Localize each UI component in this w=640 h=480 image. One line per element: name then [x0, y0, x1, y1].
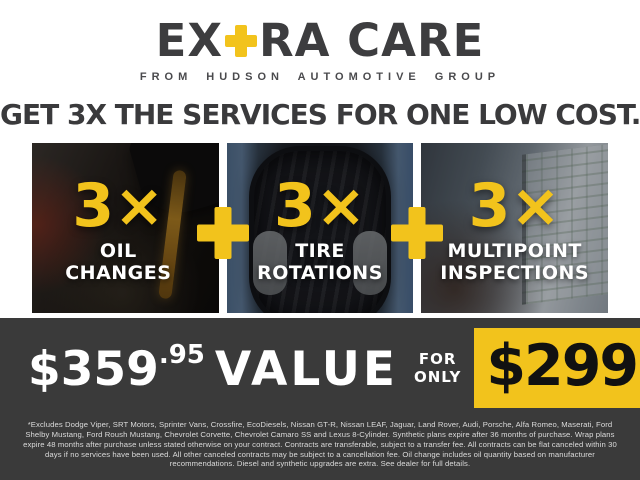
oil-change-photo	[32, 143, 219, 313]
service-panel-multipoint-inspections: 3× MULTIPOINT INSPECTIONS	[421, 143, 609, 313]
disclaimer-text: *Excludes Dodge Viper, SRT Motors, Sprin…	[23, 420, 617, 469]
service-label: MULTIPOINT INSPECTIONS	[440, 239, 590, 284]
brand-logo: EX RA CARE	[0, 18, 640, 63]
sale-price-box: $299! *	[474, 328, 640, 408]
photo-shade	[421, 143, 609, 313]
panel-content: 3× OIL CHANGES	[32, 143, 212, 313]
header: EX RA CARE FROM HUDSON AUTOMOTIVE GROUP G…	[0, 0, 640, 131]
panel-content: 3× TIRE ROTATIONS	[227, 143, 414, 313]
plus-icon	[391, 207, 443, 259]
service-label: OIL CHANGES	[65, 239, 172, 284]
for-only-text: FOR ONLY	[414, 350, 461, 386]
for-text: FOR	[418, 350, 457, 368]
value-price-cents: .95	[158, 339, 205, 370]
multipoint-inspection-photo	[421, 143, 609, 313]
price-row: $359.95 VALUE FOR ONLY $299! *	[0, 318, 640, 410]
tire-rotation-photo	[226, 143, 414, 313]
glove-graphic	[353, 231, 388, 295]
logo-text-prefix: EX	[155, 14, 224, 67]
panel-content: 3× MULTIPOINT INSPECTIONS	[421, 143, 608, 313]
only-text: ONLY	[413, 368, 462, 386]
plus-icon	[197, 207, 249, 259]
multiplier-text: 3×	[468, 170, 561, 241]
value-price-dollars: $359	[28, 341, 159, 397]
value-label: VALUE	[214, 341, 398, 397]
brand-tagline: FROM HUDSON AUTOMOTIVE GROUP	[139, 71, 501, 83]
service-panel-tire-rotations: 3× TIRE ROTATIONS	[226, 143, 414, 313]
value-price: $359.95 VALUE	[28, 340, 398, 397]
service-panels: 3× OIL CHANGES 3× TIRE ROTATIONS 3×	[32, 143, 609, 313]
multiplier-text: 3×	[72, 170, 165, 241]
multiplier-text: 3×	[273, 170, 367, 241]
headline: GET 3X THE SERVICES FOR ONE LOW COST.	[0, 98, 640, 131]
service-panel-oil-changes: 3× OIL CHANGES	[32, 143, 219, 313]
photo-shade	[32, 143, 219, 313]
service-label: TIRE ROTATIONS	[257, 239, 383, 284]
plus-icon	[225, 25, 257, 57]
photo-shade	[226, 143, 414, 313]
price-bar: $359.95 VALUE FOR ONLY $299! * *Excludes …	[0, 318, 640, 480]
glove-graphic	[252, 231, 287, 295]
sale-price: $299!	[486, 332, 640, 399]
logo-text-suffix: RA CARE	[259, 14, 485, 67]
